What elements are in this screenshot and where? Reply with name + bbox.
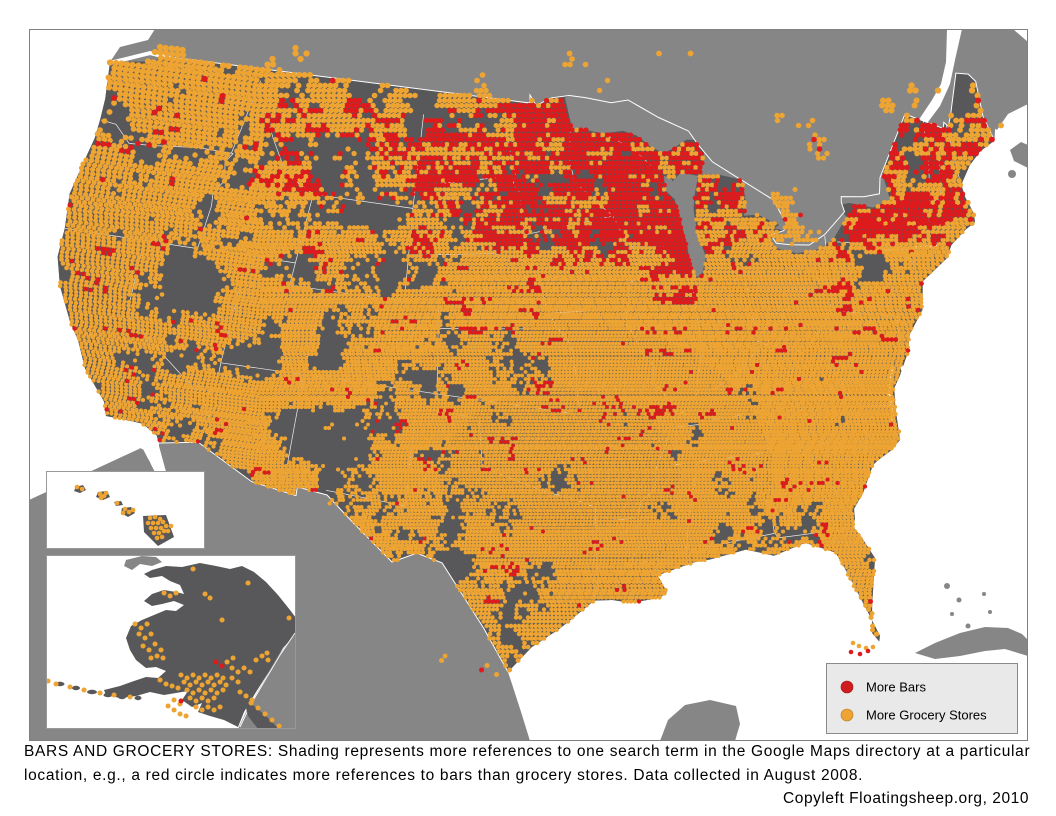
svg-text:More Bars: More Bars — [866, 680, 926, 695]
svg-text:More Grocery Stores: More Grocery Stores — [866, 708, 987, 723]
